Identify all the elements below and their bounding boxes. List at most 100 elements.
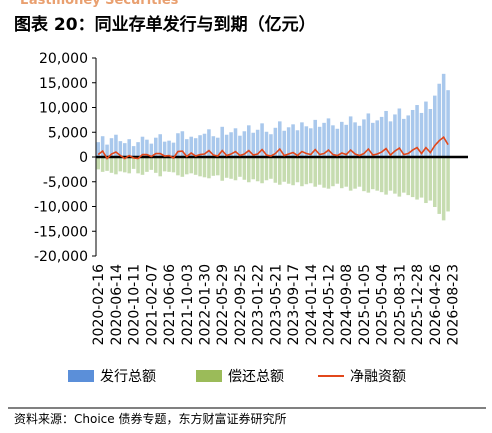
bar: [441, 73, 446, 157]
bar: [340, 121, 344, 157]
x-tick-label: 2021-10-03: [180, 264, 196, 345]
bar: [185, 157, 189, 175]
x-tick-label: 2025-01-05: [357, 264, 373, 345]
bar: [136, 142, 140, 157]
bar: [344, 157, 348, 187]
bar: [171, 157, 176, 173]
bar: [233, 157, 238, 181]
bar: [317, 126, 322, 157]
bar: [211, 136, 216, 157]
bar: [371, 122, 375, 157]
bar: [149, 157, 154, 170]
bar: [100, 157, 105, 172]
bar: [154, 157, 158, 173]
bar: [397, 157, 402, 197]
bar: [118, 157, 123, 172]
bar: [127, 139, 131, 157]
bar: [131, 157, 136, 169]
bar: [304, 157, 309, 185]
bar: [278, 121, 282, 157]
bar: [291, 157, 295, 186]
bar: [149, 143, 154, 157]
bar: [433, 95, 437, 157]
bar: [264, 157, 269, 181]
bar: [309, 128, 313, 157]
x-tick-label: 2021-06-06: [162, 264, 178, 345]
legend-label: 偿还总额: [228, 369, 284, 385]
x-tick-label: 2023-05-21: [268, 264, 284, 345]
bar: [220, 157, 224, 181]
x-tick-label: 2021-02-07: [144, 264, 160, 345]
bar: [136, 157, 140, 174]
bar: [357, 125, 362, 157]
bar: [140, 136, 145, 157]
x-tick-label: 2023-01-22: [251, 264, 267, 345]
bar: [198, 135, 202, 157]
bar: [158, 157, 162, 177]
bar: [255, 157, 260, 182]
bar: [322, 122, 326, 157]
bar: [114, 134, 118, 157]
bar: [96, 142, 100, 157]
bar: [326, 118, 331, 157]
x-tick-label: 2025-08-31: [392, 264, 408, 345]
bar: [415, 105, 419, 157]
x-tick-label: 2023-09-17: [286, 264, 302, 345]
bar: [198, 157, 202, 177]
bar: [180, 131, 185, 157]
bar: [446, 157, 450, 212]
bar: [326, 157, 331, 189]
bar: [247, 125, 251, 157]
y-tick-label: -10,000: [34, 200, 88, 216]
y-tick-label: -20,000: [34, 249, 88, 265]
net-line: [97, 136, 449, 160]
legend-swatch: [68, 370, 94, 382]
bar: [286, 157, 291, 184]
bar: [123, 143, 127, 157]
bar: [251, 157, 255, 180]
bar: [366, 157, 371, 193]
bar: [127, 157, 131, 174]
bar: [393, 157, 397, 194]
bar: [322, 157, 326, 188]
bar: [189, 136, 193, 157]
watermark: Eastmoney Securities: [20, 0, 179, 8]
bar: [317, 157, 322, 185]
bar: [348, 157, 353, 191]
bar: [331, 125, 335, 157]
bar: [189, 157, 193, 174]
x-tick-label: 2022-05-29: [215, 264, 231, 345]
bar: [353, 122, 357, 157]
bar: [211, 157, 216, 176]
bar: [295, 130, 300, 157]
bar: [176, 157, 180, 176]
bar: [295, 157, 300, 183]
y-tick-label: -5,000: [43, 175, 88, 191]
bar: [446, 90, 450, 157]
bar: [366, 113, 371, 157]
bar: [348, 116, 353, 157]
bar: [402, 118, 406, 157]
y-tick-label: 5,000: [48, 125, 88, 141]
bar: [238, 157, 242, 177]
bar: [375, 157, 379, 191]
bar: [255, 129, 260, 157]
legend-swatch: [196, 370, 222, 382]
bar: [96, 157, 100, 170]
bar: [140, 157, 145, 175]
bar: [273, 127, 278, 157]
y-tick-label: 20,000: [39, 51, 88, 67]
bar: [158, 134, 162, 157]
bar: [335, 157, 340, 184]
bar: [162, 141, 167, 157]
bar: [291, 124, 295, 157]
bar: [202, 133, 207, 157]
bar: [131, 146, 136, 157]
y-tick-label: 10,000: [39, 101, 88, 117]
bar: [282, 157, 286, 182]
bar: [410, 157, 415, 198]
bar: [437, 83, 441, 157]
bar: [300, 157, 304, 187]
bar: [123, 157, 127, 173]
